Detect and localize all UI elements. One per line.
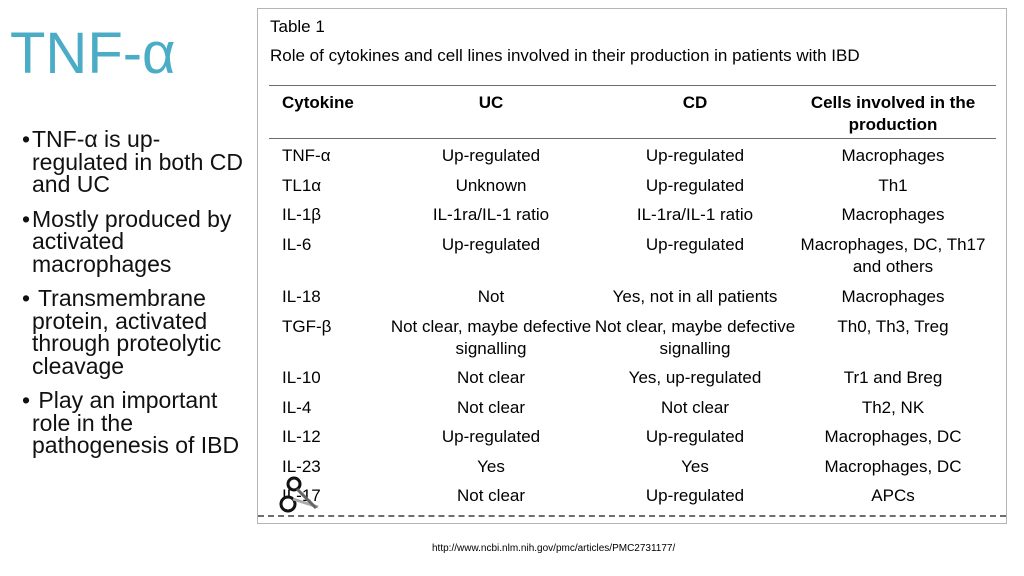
bullet-marker: • [22,205,31,232]
cell-uc: Up-regulated [441,427,541,446]
scissors-icon [279,476,319,513]
cell-uc: Not [477,287,505,306]
table-label: Table 1 [270,17,325,36]
table-header-rule [269,138,996,139]
cell-cd: Not clear, maybe defective signalling [594,317,796,358]
header-cell-uc: UC [478,93,504,112]
cell-cd: IL-1ra/IL-1 ratio [636,205,754,224]
cell-uc: IL-1ra/IL-1 ratio [432,205,550,224]
cell-cd: Up-regulated [645,427,745,446]
cell-cd: Not clear [660,398,730,417]
bullet-text: TNF-α is up-regulated in both CD and UC [32,126,243,197]
cell-cells: Tr1 and Breg [843,368,943,387]
cell-cytokine: IL-1β [282,205,322,224]
cell-cells: Macrophages [841,287,945,306]
cell-uc: Unknown [455,176,527,195]
table-caption: Role of cytokines and cell lines involve… [270,46,860,65]
header-cell-cd: CD [682,93,708,112]
cell-uc: Up-regulated [441,235,541,254]
slide-title: TNF-α [10,21,176,86]
cell-cells: Th0, Th3, Treg [837,317,949,336]
cell-cells: Macrophages, DC [824,457,962,476]
cell-cytokine: IL-12 [282,427,321,446]
bullet-item: •Mostly produced by activated macrophage… [22,205,254,277]
cell-uc: Not clear, maybe defective signalling [390,317,592,358]
cell-cd: Up-regulated [645,235,745,254]
bullet-marker: • [22,387,31,413]
cell-cytokine: TNF-α [282,146,331,165]
cell-cells: Macrophages, DC [824,427,962,446]
cell-cells: APCs [871,486,915,505]
header-cell-cells: Cells involved in the production [810,93,976,134]
cell-uc: Up-regulated [441,146,541,165]
bullet-item: • Transmembrane protein, activated throu… [22,287,254,377]
cell-cytokine: IL-6 [282,235,312,254]
cell-cells: Macrophages, DC, Th17 and others [800,235,986,276]
cell-cytokine: IL-4 [282,398,312,417]
header-cell-cytokine: Cytokine [282,93,354,112]
table-panel: Table 1 Role of cytokines and cell lines… [257,8,1007,524]
cell-cells: Th2, NK [861,398,925,417]
cell-cells: Macrophages [841,205,945,224]
cell-cd: Yes, not in all patients [612,287,778,306]
cell-cytokine: TL1α [282,176,322,195]
cell-cytokine: IL-10 [282,368,321,387]
bullet-text: Transmembrane protein, activated through… [32,285,222,379]
cell-cytokine: TGF-β [282,317,332,336]
bullet-list: •TNF-α is up-regulated in both CD and UC… [22,128,254,469]
bullet-marker: • [22,285,31,311]
table-top-rule [269,85,996,86]
source-url[interactable]: http://www.ncbi.nlm.nih.gov/pmc/articles… [432,543,676,554]
cell-uc: Not clear [456,398,526,417]
cell-cd: Yes, up-regulated [628,368,762,387]
cell-cells: Th1 [878,176,908,195]
bullet-text: Play an important role in the pathogenes… [32,387,240,458]
cell-uc: Not clear [456,368,526,387]
cell-cd: Up-regulated [645,486,745,505]
bullet-marker: • [22,126,31,152]
table-header-row: Cytokine UC CD Cells involved in the pro… [269,92,996,138]
cell-uc: Yes [477,457,505,476]
cut-line [258,515,1006,517]
cell-cd: Yes [681,457,709,476]
cell-cells: Macrophages [841,146,945,165]
bullet-item: • Play an important role in the pathogen… [22,389,254,457]
bullet-item: •TNF-α is up-regulated in both CD and UC [22,128,254,196]
cell-cd: Up-regulated [645,146,745,165]
cell-uc: Not clear [456,486,526,505]
cell-cytokine: IL-23 [282,457,321,476]
cell-cytokine: IL-18 [282,287,321,306]
cell-cd: Up-regulated [645,176,745,195]
bullet-text: Mostly produced by activated macrophages [32,205,232,277]
